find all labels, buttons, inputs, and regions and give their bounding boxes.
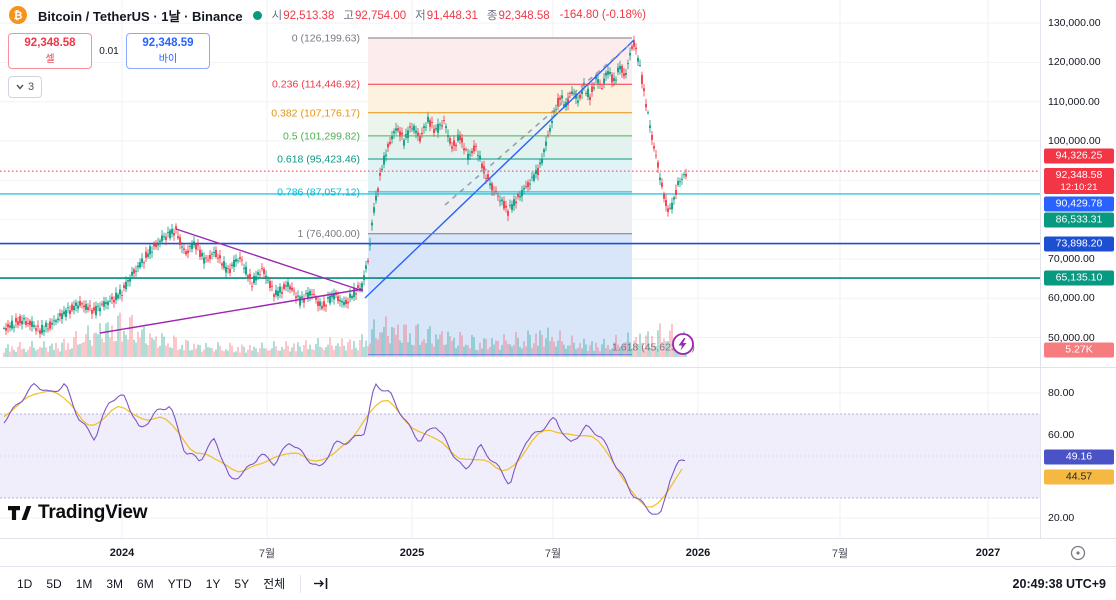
buy-button[interactable]: 92,348.59 바이 — [126, 33, 210, 69]
rsi-ma-line — [3, 390, 683, 508]
price-badge: 94,326.25 — [1044, 148, 1114, 164]
ohlc-values: 시92,513.38 고92,754.00 저91,448.31 종92,348.58 — [272, 7, 550, 23]
price-tick: 50,000.00 — [1048, 331, 1095, 344]
price-badge: 86,533.31 — [1044, 212, 1114, 228]
range-button-5D[interactable]: 5D — [39, 573, 68, 595]
sell-button[interactable]: 92,348.58 셀 — [8, 33, 92, 69]
lightning-icon[interactable] — [672, 333, 694, 355]
time-settings-icon[interactable] — [1069, 544, 1087, 562]
buy-price: 92,348.59 — [142, 37, 194, 49]
price-tick: 60,000.00 — [1048, 292, 1095, 305]
chevron-down-icon — [16, 84, 24, 90]
rsi-line — [3, 382, 686, 515]
price-badge: 5.27K — [1044, 342, 1114, 358]
candlesticks — [3, 35, 687, 339]
symbol-logo-icon: ₿ — [9, 6, 27, 24]
fib-level-label: 1 (76,400.00) — [298, 228, 360, 240]
rsi-tick: 80.00 — [1048, 387, 1075, 399]
range-button-1Y[interactable]: 1Y — [199, 573, 228, 595]
time-axis-label: 2026 — [685, 546, 711, 559]
fib-level-label: 0 (126,199.63) — [292, 33, 360, 45]
toolbar-divider — [300, 574, 302, 593]
volume-bars — [3, 312, 687, 357]
ohlc-value: 91,448.31 — [426, 10, 478, 22]
fib-level-label: 0.786 (87,057.12) — [277, 186, 360, 198]
objects-tree-button[interactable]: 3 — [8, 76, 43, 98]
fib-level-label: 0.236 (114,446.92) — [272, 79, 360, 91]
ohlc-label: 저 — [415, 10, 426, 22]
range-buttons: 1D 5D 1M 3M 6M YTD 1Y 5Y 전체 — [10, 571, 292, 596]
range-button-1M[interactable]: 1M — [69, 573, 100, 595]
price-change: -164.80 (-0.18%) — [559, 9, 646, 21]
go-to-date-button[interactable] — [309, 574, 334, 593]
fib-zones — [368, 38, 632, 355]
rsi-tick: 60.00 — [1048, 429, 1075, 441]
price-tick: 120,000.00 — [1048, 56, 1101, 69]
price-tick: 100,000.00 — [1048, 135, 1101, 147]
range-button-YTD[interactable]: YTD — [161, 573, 199, 595]
chart-legend: ₿ Bitcoin / TetherUS · 1날 · Binance 시92,… — [0, 0, 646, 30]
price-badge: 65,135.10 — [1044, 270, 1114, 286]
chart-canvas[interactable]: 0 (126,199.63) 0.236 (114,446.92) 0.382 (1… — [0, 0, 1040, 538]
time-axis-label: 7월 — [258, 547, 276, 560]
range-button-전체[interactable]: 전체 — [256, 571, 292, 596]
rsi-badge: 44.57 — [1044, 469, 1114, 485]
time-axis-label: 7월 — [544, 547, 562, 560]
countdown: 12:10:21 — [1060, 182, 1098, 193]
spread-value: 0.01 — [99, 45, 119, 57]
time-axis[interactable]: 2024 7월 2025 7월 2026 7월 2027 — [0, 538, 1116, 566]
clock[interactable]: 20:49:38 UTC+9 — [1012, 576, 1106, 591]
price-tick: 130,000.00 — [1048, 17, 1101, 30]
range-button-6M[interactable]: 6M — [130, 573, 161, 595]
sell-price: 92,348.58 — [24, 37, 76, 49]
fib-level-label: 0.5 (101,299.82) — [283, 130, 360, 142]
tradingview-logo-icon — [8, 506, 32, 520]
symbol-title[interactable]: Bitcoin / TetherUS · 1날 · Binance — [38, 8, 243, 24]
ohlc-label: 시 — [271, 10, 283, 22]
price-badge: 73,898.20 — [1044, 236, 1114, 252]
range-button-5Y[interactable]: 5Y — [227, 573, 256, 595]
time-axis-label: 2024 — [109, 546, 135, 559]
trendlines[interactable] — [99, 39, 635, 334]
fib-levels[interactable]: 0 (126,199.63) 0.236 (114,446.92) 0.382 (1… — [271, 33, 695, 356]
ohlc-value: 92,348.58 — [498, 10, 550, 22]
price-tick: 110,000.00 — [1048, 95, 1100, 108]
rsi-tick: 20.00 — [1048, 512, 1075, 524]
svg-text:₿: ₿ — [14, 10, 23, 22]
tradingview-watermark: TradingView — [8, 502, 148, 524]
price-axis[interactable]: 130,000.00 120,000.00 110,000.00 100,000.00… — [1040, 0, 1116, 538]
range-button-3M[interactable]: 3M — [99, 573, 130, 595]
time-axis-label: 2027 — [975, 546, 1001, 559]
pane-separator[interactable] — [0, 367, 1116, 368]
market-status-dot — [252, 10, 262, 20]
price-badge: 90,429.78 — [1044, 196, 1114, 212]
time-axis-label: 2025 — [399, 546, 425, 559]
go-to-date-icon — [314, 578, 328, 589]
ohlc-label: 종 — [486, 10, 498, 22]
price-tick: 70,000.00 — [1048, 252, 1095, 265]
fib-level-label: 0.618 (95,423.46) — [277, 153, 360, 165]
rsi-plot — [3, 382, 686, 515]
buy-label: 바이 — [158, 54, 178, 65]
rsi-badge: 49.16 — [1044, 449, 1114, 465]
objects-count: 3 — [28, 81, 35, 93]
sell-label: 셀 — [45, 54, 55, 65]
trade-widget: 92,348.58 셀 0.01 92,348.59 바이 — [8, 33, 210, 69]
watermark-text: TradingView — [38, 502, 148, 523]
time-axis-label: 7월 — [831, 547, 849, 560]
bottom-toolbar: 1D 5D 1M 3M 6M YTD 1Y 5Y 전체 20:49:38 UTC+9 — [0, 566, 1116, 600]
ohlc-label: 고 — [343, 10, 354, 22]
range-button-1D[interactable]: 1D — [10, 573, 39, 595]
ohlc-value: 92,754.00 — [354, 10, 407, 22]
price-badge: 92,348.58 12:10:21 — [1044, 168, 1114, 194]
fib-level-label: 0.382 (107,176.17) — [271, 107, 360, 119]
ohlc-value: 92,513.38 — [283, 10, 335, 22]
